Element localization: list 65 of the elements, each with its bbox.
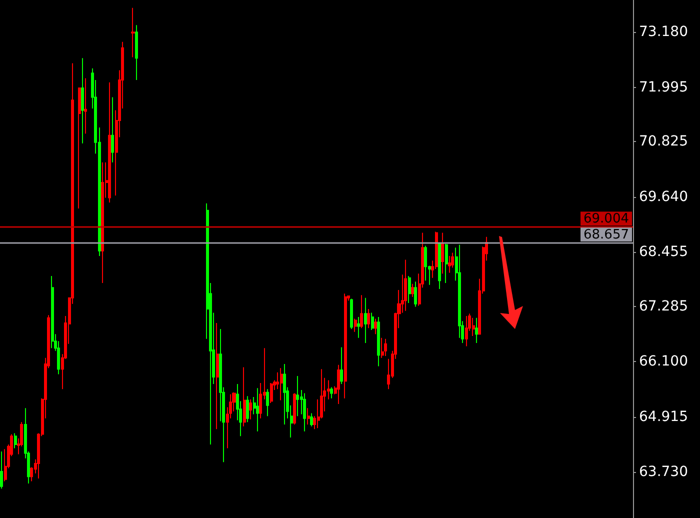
ref-line-label: 68.657 bbox=[584, 227, 629, 242]
candlestick bbox=[135, 24, 138, 81]
candlestick bbox=[51, 275, 54, 349]
candlestick bbox=[270, 382, 273, 404]
y-tick-label: 68.455 bbox=[639, 244, 688, 260]
candlestick bbox=[438, 242, 441, 290]
candlestick bbox=[310, 412, 313, 427]
candlestick bbox=[374, 318, 377, 335]
candlestick bbox=[364, 297, 367, 344]
candlestick bbox=[266, 388, 269, 417]
y-tick-label: 63.730 bbox=[639, 464, 688, 480]
candlestick bbox=[296, 376, 299, 417]
y-tick-label: 71.995 bbox=[639, 79, 688, 96]
candlestick bbox=[108, 82, 111, 203]
candlestick bbox=[451, 252, 454, 268]
candlestick bbox=[381, 337, 384, 358]
candlestick bbox=[340, 346, 343, 384]
candlestick bbox=[377, 316, 380, 367]
candlestick bbox=[246, 396, 249, 423]
candlestick bbox=[81, 58, 84, 144]
y-tick-label: 70.825 bbox=[639, 134, 688, 150]
candlestick bbox=[78, 87, 81, 210]
candlestick bbox=[414, 281, 417, 308]
candlestick bbox=[0, 450, 3, 490]
candlestick bbox=[411, 283, 414, 298]
y-tick-label: 66.100 bbox=[639, 354, 688, 370]
candlestick bbox=[475, 317, 478, 344]
candlestick bbox=[350, 298, 353, 330]
candlestick bbox=[131, 7, 135, 58]
y-tick-label: 67.285 bbox=[639, 298, 688, 314]
candlestick bbox=[249, 398, 252, 420]
candlestick bbox=[465, 316, 468, 347]
candlestick bbox=[357, 316, 360, 338]
candlestick bbox=[111, 96, 114, 163]
candlestick bbox=[307, 408, 310, 425]
candlestick bbox=[14, 432, 17, 449]
ref-line-label: 69.004 bbox=[584, 212, 629, 227]
candlestick bbox=[337, 364, 340, 404]
candlestick bbox=[293, 392, 296, 425]
y-tick-label: 73.180 bbox=[639, 24, 688, 40]
candlestick bbox=[371, 312, 374, 330]
candlestick bbox=[441, 232, 444, 274]
candlestick bbox=[243, 366, 246, 427]
candlestick bbox=[256, 388, 259, 432]
candlestick bbox=[4, 448, 7, 482]
candlestick bbox=[330, 386, 333, 399]
candlestick bbox=[303, 392, 306, 432]
candlestick bbox=[445, 243, 448, 284]
y-tick-label: 64.915 bbox=[639, 408, 688, 425]
candlestick bbox=[424, 245, 427, 282]
candlestick bbox=[101, 162, 104, 284]
candlestick bbox=[408, 275, 411, 304]
y-tick-label: 69.640 bbox=[639, 188, 688, 205]
candlestick bbox=[404, 259, 407, 312]
candlestick bbox=[472, 317, 475, 337]
candlestick bbox=[354, 318, 357, 332]
candlestick bbox=[367, 308, 370, 329]
candlestick bbox=[448, 255, 451, 274]
candlestick bbox=[216, 322, 219, 430]
candlestick bbox=[360, 294, 363, 329]
candlestick bbox=[283, 363, 286, 425]
candlestick bbox=[280, 368, 283, 401]
candlestick bbox=[384, 338, 387, 357]
candlestick bbox=[344, 293, 347, 399]
candlestick bbox=[84, 78, 87, 134]
